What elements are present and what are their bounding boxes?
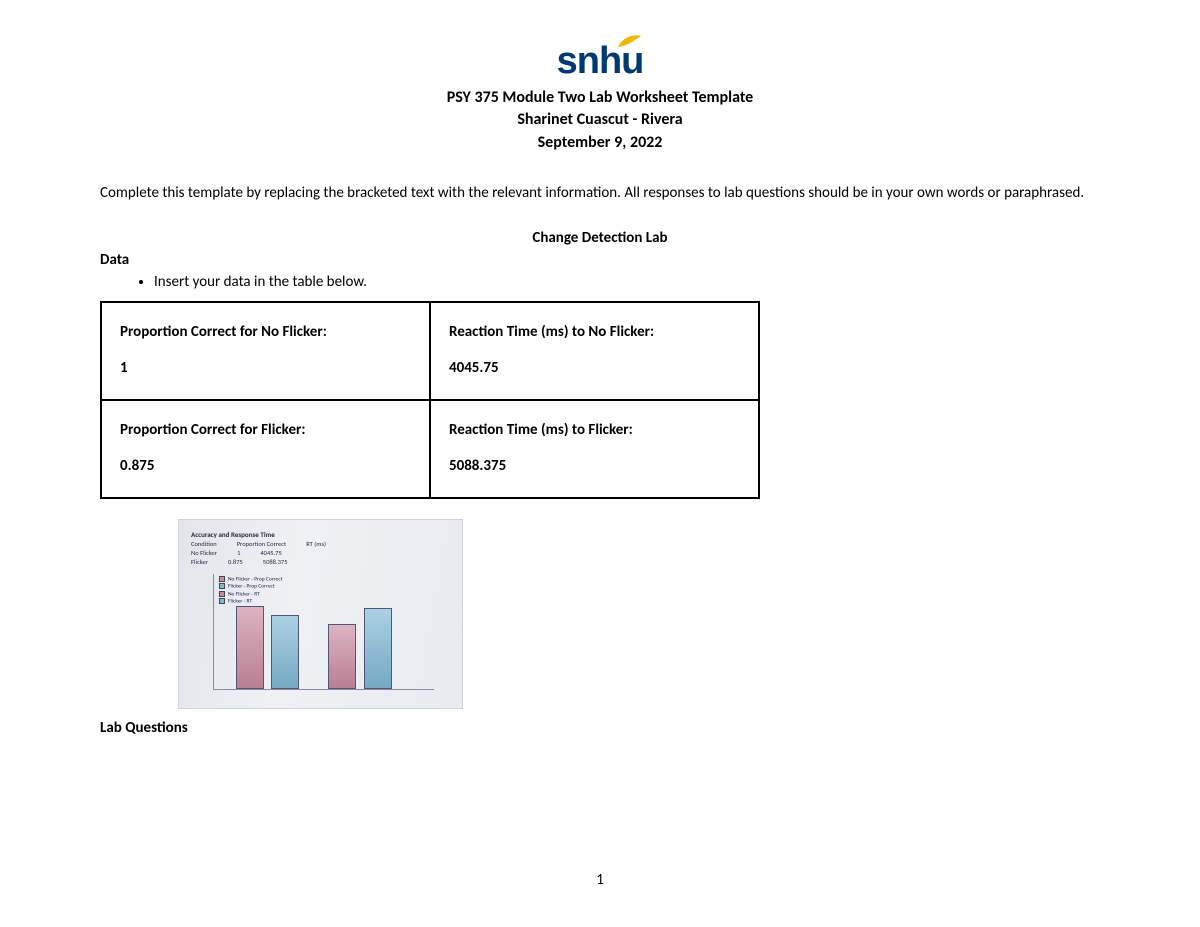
data-bullet: Insert your data in the table below. [100,273,1100,291]
leaf-icon [617,34,641,48]
chart-bar [364,608,392,689]
table-cell: Proportion Correct for Flicker: 0.875 [101,400,430,498]
table-cell: Proportion Correct for No Flicker: 1 [101,302,430,400]
data-table: Proportion Correct for No Flicker: 1 Rea… [100,301,760,499]
document-header: PSY 375 Module Two Lab Worksheet Templat… [100,87,1100,154]
cell-value: 4045.75 [449,359,499,377]
data-bullet-text: Insert your data in the table below. [154,273,1100,291]
chart-data-row: Flicker 0.875 5088.375 [191,558,450,566]
logo-block: snhu [100,40,1100,83]
table-cell: Reaction Time (ms) to No Flicker: 4045.7… [430,302,759,400]
data-heading: Data [100,251,1100,269]
cell-value: 5088.375 [449,457,506,475]
cell-value: 1 [120,359,128,377]
table-cell: Reaction Time (ms) to Flicker: 5088.375 [430,400,759,498]
cell-label: Reaction Time (ms) to Flicker: [449,421,740,439]
cell-label: Proportion Correct for No Flicker: [120,323,411,341]
chart-bar [236,606,264,689]
chart-bar [328,624,356,688]
lab-title: Change Detection Lab [100,229,1100,247]
cell-value: 0.875 [120,457,154,475]
chart-data-row: No Flicker 1 4045.75 [191,549,450,557]
snhu-logo: snhu [557,40,644,83]
chart-header-row: Condition Proportion Correct RT (ms) [191,540,450,548]
instructions-text: Complete this template by replacing the … [100,182,1100,205]
author-name: Sharinet Cuascut - Rivera [100,109,1100,131]
course-title: PSY 375 Module Two Lab Worksheet Templat… [100,87,1100,109]
cell-label: Proportion Correct for Flicker: [120,421,411,439]
chart-image: Accuracy and Response Time Condition Pro… [178,519,463,709]
lab-questions-heading: Lab Questions [100,719,1100,737]
chart-plot-area [213,574,434,690]
chart-title: Accuracy and Response Time [191,530,450,539]
cell-label: Reaction Time (ms) to No Flicker: [449,323,740,341]
page-number: 1 [0,871,1200,889]
chart-bar [271,615,299,689]
document-date: September 9, 2022 [100,132,1100,154]
